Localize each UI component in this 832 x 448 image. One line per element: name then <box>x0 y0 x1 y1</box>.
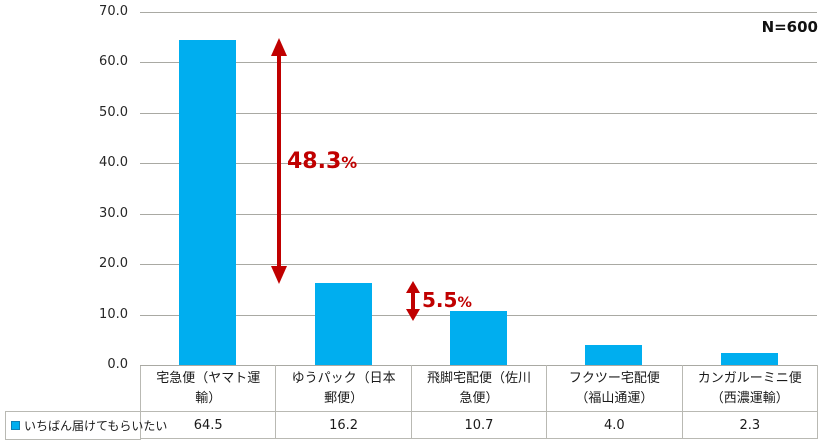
legend-series-label: いちばん届けてもらいたい <box>24 418 168 433</box>
category-header-yupack: ゆうパック（日本郵便） <box>275 365 412 412</box>
value-cell-sagawa: 10.7 <box>410 411 548 439</box>
bar-sagawa-hikyaku <box>450 311 507 365</box>
gridline-40 <box>140 163 817 164</box>
annotation-value: 48.3 <box>287 149 342 174</box>
data-table: 宅急便（ヤマト運輸） ゆうパック（日本郵便） 飛脚宅配便（佐川急便） フクツー宅… <box>139 365 819 439</box>
y-tick-label: 50.0 <box>99 105 128 120</box>
value-cell-seino: 2.3 <box>681 411 819 439</box>
category-header-sagawa: 飛脚宅配便（佐川急便） <box>410 365 548 412</box>
value-cell-yamato: 64.5 <box>139 411 277 439</box>
sample-size-label: N=600 <box>761 18 818 36</box>
gridline-60 <box>140 62 817 63</box>
category-header-seino: カンガルーミニ便（西濃運輸） <box>681 365 819 412</box>
legend-marker-icon <box>11 421 20 430</box>
gridline-20 <box>140 264 817 265</box>
legend: いちばん届けてもらいたい <box>5 411 167 440</box>
bar-seino-kangaroo-mini <box>721 353 778 365</box>
category-header-row: 宅急便（ヤマト運輸） ゆうパック（日本郵便） 飛脚宅配便（佐川急便） フクツー宅… <box>139 365 819 412</box>
y-tick-label: 30.0 <box>99 206 128 221</box>
bar-fukuyama-fukutsu <box>585 345 642 365</box>
annotation-value: 5.5 <box>422 288 458 312</box>
bar-yu-pack <box>315 283 372 365</box>
category-header-fukuyama: フクツー宅配便（福山通運） <box>546 365 683 412</box>
y-tick-label: 60.0 <box>99 54 128 69</box>
y-tick-label: 0.0 <box>107 357 128 372</box>
difference-arrow-large-icon <box>268 38 290 288</box>
value-cell-yupack: 16.2 <box>275 411 412 439</box>
gridline-30 <box>140 214 817 215</box>
annotation-unit: % <box>341 153 358 172</box>
category-header-yamato: 宅急便（ヤマト運輸） <box>139 365 277 412</box>
y-tick-label: 40.0 <box>99 155 128 170</box>
difference-annotation-48: 48.3% <box>287 149 357 174</box>
gridline-50 <box>140 113 817 114</box>
difference-annotation-5: 5.5% <box>422 288 472 312</box>
value-cell-fukuyama: 4.0 <box>546 411 683 439</box>
y-tick-label: 20.0 <box>99 256 128 271</box>
bar-yamato-takkyubin <box>179 40 236 365</box>
annotation-unit: % <box>457 295 472 311</box>
y-tick-label: 70.0 <box>99 4 128 19</box>
value-row: 64.5 16.2 10.7 4.0 2.3 <box>139 411 819 439</box>
y-tick-label: 10.0 <box>99 307 128 322</box>
gridline-70 <box>140 12 817 13</box>
difference-arrow-small-icon <box>403 281 423 325</box>
